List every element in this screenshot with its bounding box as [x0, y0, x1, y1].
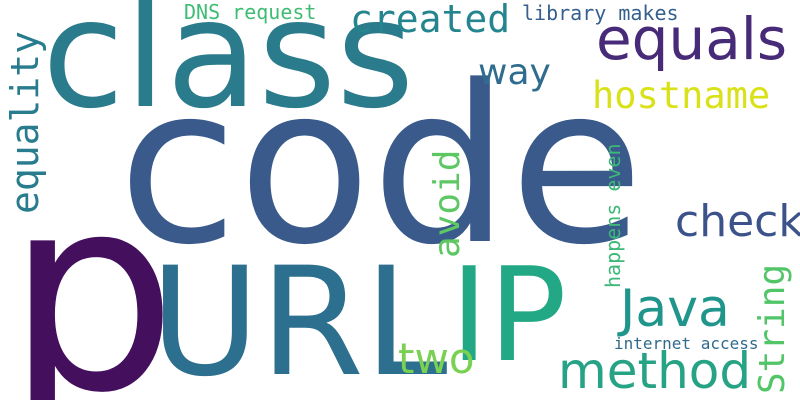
word-equality: equality — [3, 30, 47, 214]
word-ip: IP — [450, 239, 567, 391]
word-p: p — [6, 137, 178, 400]
word-way: way — [478, 52, 551, 93]
word-check: check — [675, 196, 800, 247]
word-string: String — [752, 263, 793, 394]
word-code: code — [118, 40, 644, 293]
word-method: method — [558, 342, 752, 400]
word-java: Java — [620, 279, 730, 339]
word-internet-access: internet access — [614, 334, 759, 353]
word-happens-even: happens even — [601, 143, 625, 289]
word-created: created — [350, 0, 511, 41]
word-two: two — [398, 334, 475, 383]
word-class: class — [42, 0, 415, 142]
word-library-makes: library makes — [522, 1, 679, 25]
word-hostname: hostname — [592, 74, 771, 117]
word-avoid: avoid — [427, 149, 468, 258]
word-equals: equals — [596, 5, 788, 73]
word-dns-request: DNS request — [184, 0, 317, 24]
word-url: URL — [150, 236, 448, 400]
